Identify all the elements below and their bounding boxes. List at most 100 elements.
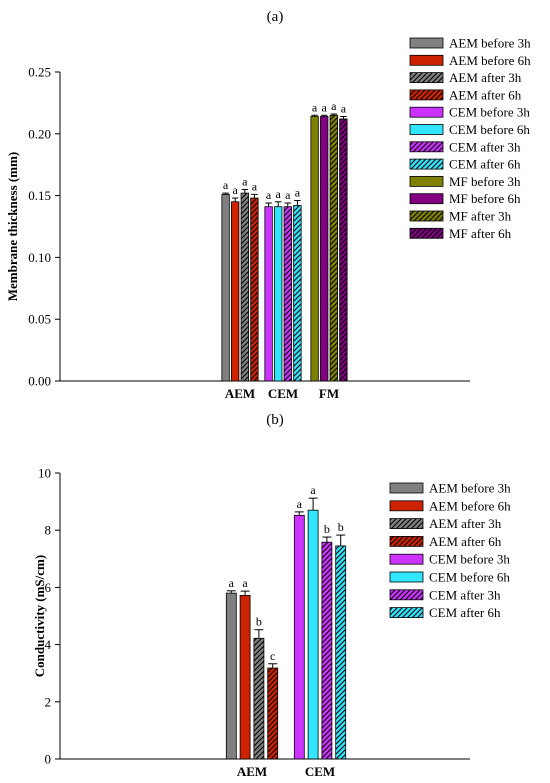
legend-label: CEM after 3h	[449, 139, 521, 154]
bar-hatch	[321, 542, 332, 759]
bar-hatch	[241, 193, 249, 381]
bar	[221, 193, 230, 382]
panel-label: (b)	[266, 412, 284, 428]
bar-hatch	[253, 638, 264, 759]
significance-label: a	[223, 178, 229, 192]
y-tick-label: 0.05	[28, 312, 51, 327]
significance-label: a	[310, 483, 316, 497]
legend-label: MF before 6h	[449, 191, 521, 206]
legend-item: AEM before 6h	[409, 53, 531, 68]
legend-item: AEM before 6h	[389, 498, 511, 513]
legend-swatch-hatch	[390, 607, 423, 618]
y-axis-title: Conductivity (mS/cm)	[32, 555, 47, 677]
legend-swatch-hatch	[390, 518, 423, 529]
bar	[264, 206, 273, 382]
bar	[274, 206, 283, 382]
bar	[310, 116, 319, 382]
significance-label: b	[338, 520, 344, 534]
significance-label: a	[295, 186, 301, 200]
legend-item: MF before 3h	[409, 174, 521, 189]
legend-item: CEM before 3h	[409, 105, 530, 120]
legend-label: CEM after 6h	[429, 605, 501, 620]
legend-label: AEM after 3h	[429, 516, 502, 531]
legend-swatch	[409, 106, 444, 118]
legend-item: MF after 3h	[409, 209, 512, 224]
significance-label: a	[331, 99, 337, 113]
legend-swatch	[409, 54, 444, 66]
significance-label: a	[242, 576, 248, 590]
legend-item: CEM before 6h	[409, 122, 530, 137]
legend-label: MF after 6h	[449, 226, 512, 241]
legend-swatch	[409, 124, 444, 135]
legend-label: AEM before 6h	[449, 53, 531, 68]
legend-item: CEM after 3h	[409, 139, 521, 154]
legend-label: CEM after 3h	[429, 587, 501, 602]
legend-label: AEM before 6h	[429, 498, 511, 513]
y-tick-label: 0.00	[28, 374, 51, 389]
legend-item: AEM after 6h	[409, 87, 522, 102]
significance-label: a	[233, 183, 239, 197]
legend-swatch-hatch	[390, 589, 423, 600]
legend-label: MF after 3h	[449, 209, 512, 224]
legend-item: CEM before 6h	[389, 570, 510, 585]
legend-item: AEM after 3h	[409, 70, 522, 85]
y-axis-title: Membrane thickness (mm)	[5, 152, 20, 301]
bar-hatch	[330, 115, 338, 381]
legend-swatch-hatch	[410, 228, 443, 239]
x-category-label: CEM	[305, 764, 335, 779]
significance-label: a	[297, 497, 303, 511]
panel-label: (a)	[267, 9, 284, 25]
y-tick-label: 0.20	[28, 126, 51, 141]
significance-label: b	[256, 615, 262, 629]
bar-hatch	[284, 206, 292, 381]
significance-label: b	[324, 522, 330, 536]
legend-swatch	[389, 571, 424, 583]
bar-hatch	[339, 118, 348, 381]
legend-label: MF before 3h	[449, 174, 521, 189]
y-tick-label: 4	[45, 637, 52, 652]
significance-label: a	[252, 179, 258, 193]
legend-item: AEM before 3h	[409, 36, 531, 51]
y-tick-label: 0.10	[28, 250, 51, 265]
legend-swatch-hatch	[410, 211, 443, 221]
bar	[307, 509, 319, 760]
bar-hatch	[267, 668, 278, 759]
legend-label: AEM after 6h	[429, 534, 502, 549]
legend-label: AEM before 3h	[449, 36, 531, 51]
legend-swatch-hatch	[390, 536, 423, 547]
legend-swatch-hatch	[410, 72, 443, 83]
y-tick-label: 10	[38, 466, 51, 481]
legend-swatch	[389, 500, 424, 512]
legend-item: AEM before 3h	[389, 481, 511, 496]
bar-hatch	[250, 198, 259, 381]
y-tick-label: 6	[45, 580, 52, 595]
legend-item: MF after 6h	[409, 226, 512, 241]
bar	[320, 116, 329, 382]
y-tick-label: 2	[45, 694, 52, 709]
x-category-label: AEM	[237, 764, 267, 779]
legend-item: CEM after 6h	[409, 157, 521, 172]
bar	[239, 595, 251, 760]
legend-swatch-hatch	[410, 159, 443, 170]
y-tick-label: 8	[45, 523, 52, 538]
bar	[225, 592, 237, 760]
x-category-label: FM	[319, 386, 339, 401]
significance-label: a	[322, 100, 328, 114]
chart-panel-a: (a) 0.00 0.05 0.10 0.15 0.20 0.25 Membrane thic…	[5, 9, 531, 401]
significance-label: a	[229, 576, 235, 590]
x-category-label: CEM	[268, 386, 298, 401]
legend-label: AEM before 3h	[429, 481, 511, 496]
significance-label: a	[242, 174, 248, 188]
legend-item: CEM after 3h	[389, 587, 501, 602]
legend-swatch	[389, 482, 424, 494]
legend-item: CEM before 3h	[389, 552, 510, 567]
legend-item: MF before 6h	[409, 191, 521, 206]
bar-hatch	[293, 205, 302, 381]
y-tick-label: 0.15	[28, 188, 51, 203]
legend-swatch	[389, 553, 424, 565]
legend: AEM before 3h AEM before 6h AEM after 3h AE…	[389, 481, 511, 620]
